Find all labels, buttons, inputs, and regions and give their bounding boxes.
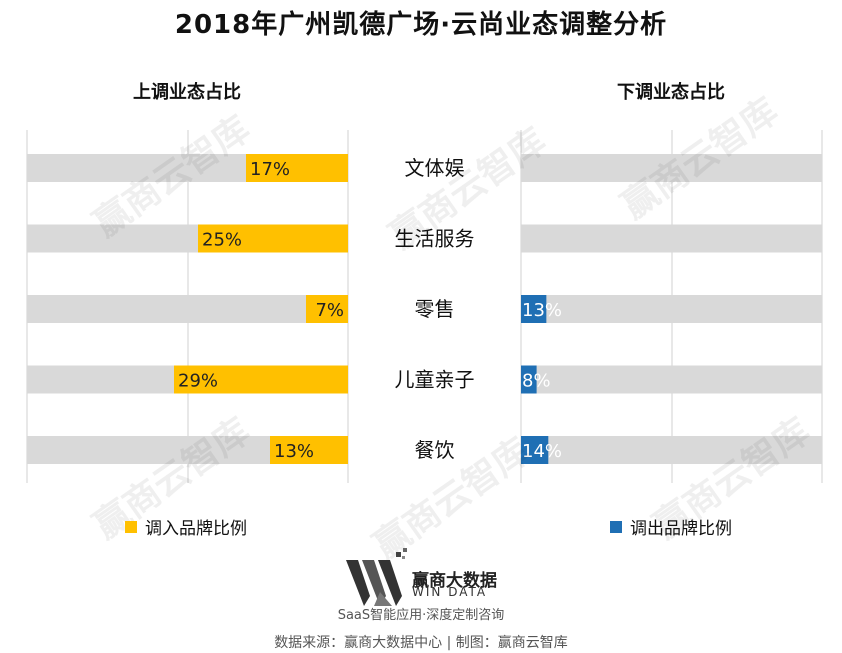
bar-track-right — [521, 436, 822, 464]
bar-track-right — [521, 295, 822, 323]
logo-name: 赢商大数据 — [412, 571, 497, 591]
data-label-in: 13% — [274, 441, 314, 462]
tagline: SaaS智能应用·深度定制咨询 — [337, 608, 505, 623]
bar-out — [521, 436, 549, 464]
data-label-in: 17% — [250, 159, 290, 180]
legend-in-swatch — [125, 520, 137, 533]
category-label: 儿童亲子 — [395, 368, 475, 392]
legend-out-swatch — [610, 520, 622, 533]
bar-in — [246, 154, 348, 182]
category-label: 文体娱 — [405, 156, 465, 180]
bar-in — [174, 365, 348, 394]
legend-in-label: 调入品牌比例 — [145, 519, 247, 539]
data-label-out: 8% — [522, 371, 551, 392]
chart-title: 2018年广州凯德广场·云尚业态调整分析 — [174, 10, 668, 40]
bar-track-left — [27, 295, 348, 323]
data-label-out: 13% — [522, 300, 562, 321]
category-label: 零售 — [415, 297, 455, 321]
bar-track-right — [521, 365, 822, 394]
category-label: 餐饮 — [415, 438, 455, 462]
win-data-logo — [346, 548, 407, 606]
bar-out — [521, 365, 537, 394]
bar-in — [306, 295, 348, 323]
right-panel-heading: 下调业态占比 — [617, 82, 725, 103]
legend-in: 调入品牌比例 — [125, 514, 247, 539]
bar-in — [198, 224, 348, 253]
source-note: 数据来源：赢商大数据中心 | 制图：赢商云智库 — [274, 635, 568, 651]
left-panel-heading: 上调业态占比 — [133, 82, 241, 103]
category-label: 生活服务 — [395, 227, 475, 251]
bar-in — [270, 436, 348, 464]
bar-track-right — [521, 224, 822, 253]
legend-out: 调出品牌比例 — [610, 514, 732, 539]
logo-en: WIN DATA — [412, 585, 488, 599]
data-label-in: 25% — [202, 230, 242, 251]
bar-out — [521, 295, 547, 323]
legend-out-label: 调出品牌比例 — [630, 519, 732, 539]
bar-track-right — [521, 154, 822, 182]
data-label-out: 14% — [522, 441, 562, 462]
data-label-in: 7% — [315, 300, 344, 321]
data-label-in: 29% — [178, 371, 218, 392]
